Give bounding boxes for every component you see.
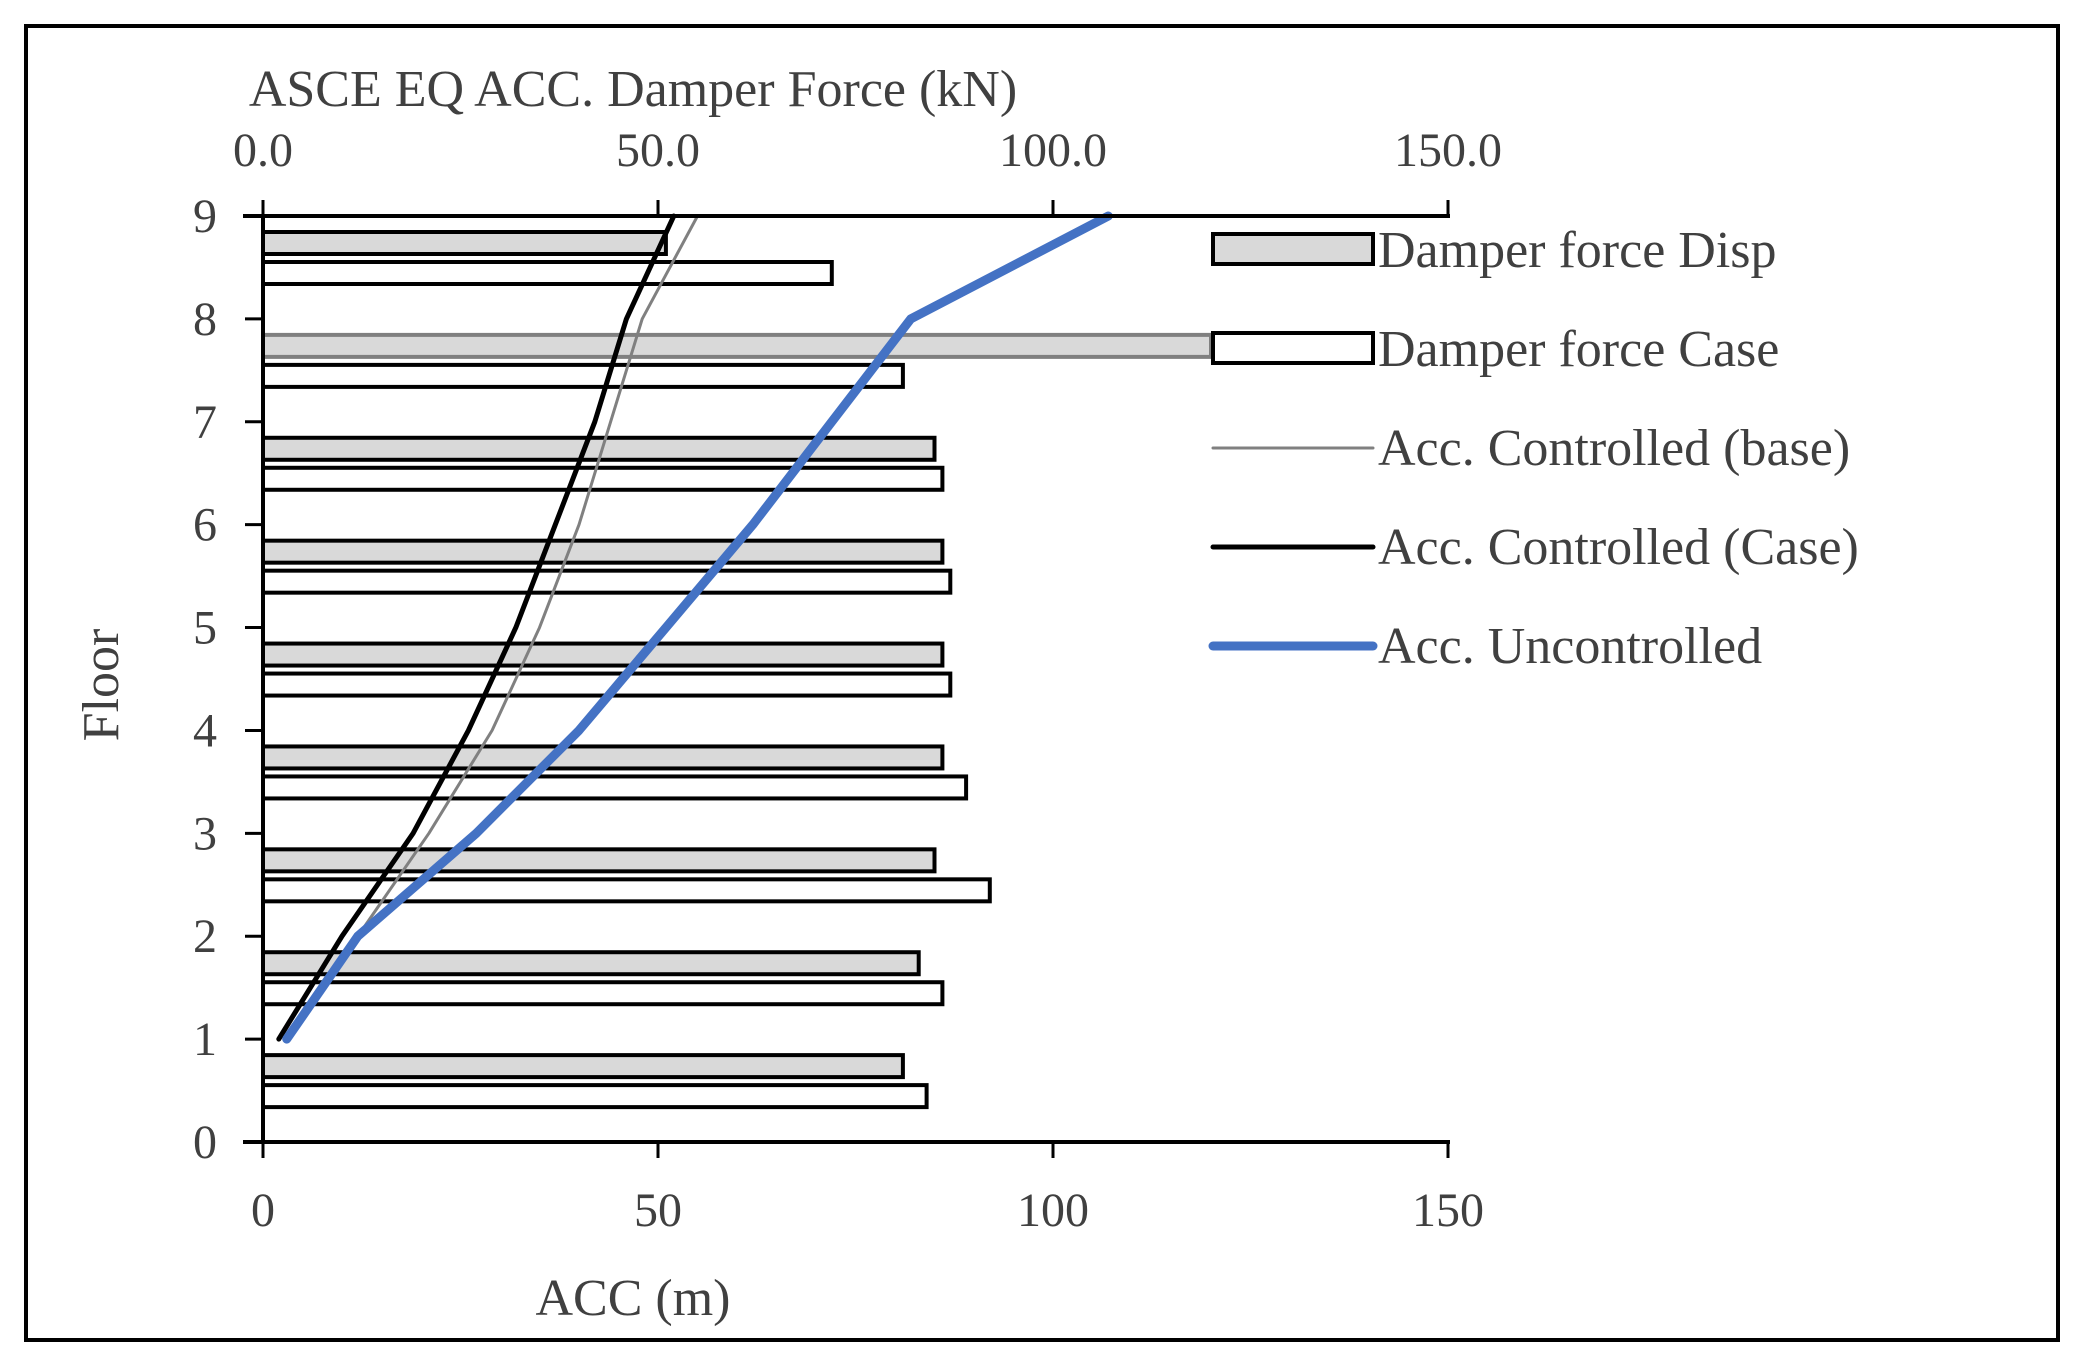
- legend-label: Acc. Uncontrolled: [1378, 618, 1762, 675]
- legend-swatch-bar: [1211, 331, 1375, 365]
- bar-damper-force-disp: [261, 641, 945, 668]
- legend: Damper force Disp Damper force Case Acc. C…: [1208, 222, 1859, 675]
- bar-damper-force-case: [261, 465, 945, 492]
- lines-layer: [276, 211, 1113, 1044]
- bars-layer: [261, 230, 1213, 1110]
- bar-damper-force-case: [261, 980, 945, 1007]
- bar-damper-force-disp: [261, 744, 945, 771]
- line-acc-uncontrolled: [282, 211, 1113, 1044]
- bar-damper-force-case: [261, 1083, 929, 1110]
- legend-label: Damper force Case: [1378, 321, 1779, 378]
- bar-damper-force-disp: [261, 1053, 905, 1080]
- x-axis-title: ACC (m): [536, 1270, 731, 1327]
- bar-damper-force-disp: [261, 950, 921, 977]
- legend-swatch-bar: [1211, 232, 1375, 266]
- y-tick-label: 6: [193, 499, 217, 552]
- x-bottom-tick-label: 50: [634, 1184, 682, 1237]
- x-bottom-tick-label: 100: [1017, 1184, 1089, 1237]
- y-tick-label: 9: [193, 190, 217, 243]
- y-tick-label: 8: [193, 293, 217, 346]
- bar-damper-force-disp: [261, 230, 668, 256]
- x-bottom-tick-label: 0: [251, 1184, 275, 1237]
- x-top-tick-label: 100.0: [999, 124, 1107, 177]
- y-axis-title: Floor: [73, 629, 130, 742]
- line-acc-controlled-case: [276, 213, 677, 1042]
- y-tick-label: 0: [193, 1116, 217, 1169]
- axes-layer: 0 1 2 3 4 5 6 7 8 9 0 50 100 150 0.0 50.0 100.0 150.0: [193, 124, 1502, 1237]
- x-top-tick-label: 150.0: [1394, 124, 1502, 177]
- y-tick-label: 4: [193, 704, 217, 757]
- line-acc-controlled-base: [285, 214, 699, 1041]
- bar-damper-force-disp: [261, 332, 1213, 359]
- bar-damper-force-case: [261, 568, 953, 595]
- bar-damper-force-case: [261, 774, 969, 801]
- y-tick-label: 2: [193, 910, 217, 963]
- x-top-tick-label: 0.0: [233, 124, 293, 177]
- bar-damper-force-case: [261, 260, 834, 286]
- bar-damper-force-disp: [261, 847, 937, 874]
- y-tick-label: 3: [193, 807, 217, 860]
- legend-label: Damper force Disp: [1378, 222, 1777, 279]
- chart-title: ASCE EQ ACC. Damper Force (kN): [249, 61, 1017, 118]
- chart-frame: 0 1 2 3 4 5 6 7 8 9 0 50 100 150 0.0 50.0 100.0 150.0 ASC…: [24, 24, 2060, 1342]
- legend-label: Acc. Controlled (Case): [1378, 519, 1859, 576]
- bar-damper-force-disp: [261, 538, 945, 565]
- labels-layer: ASCE EQ ACC. Damper Force (kN) ACC (m) F…: [73, 61, 1017, 1327]
- y-tick-label: 1: [193, 1013, 217, 1066]
- y-tick-label: 5: [193, 602, 217, 655]
- bar-damper-force-case: [261, 362, 905, 389]
- legend-label: Acc. Controlled (base): [1378, 420, 1850, 477]
- chart-canvas: 0 1 2 3 4 5 6 7 8 9 0 50 100 150 0.0 50.0 100.0 150.0 ASC…: [73, 61, 1859, 1327]
- x-top-tick-label: 50.0: [616, 124, 700, 177]
- x-bottom-tick-label: 150: [1412, 1184, 1484, 1237]
- y-tick-label: 7: [193, 396, 217, 449]
